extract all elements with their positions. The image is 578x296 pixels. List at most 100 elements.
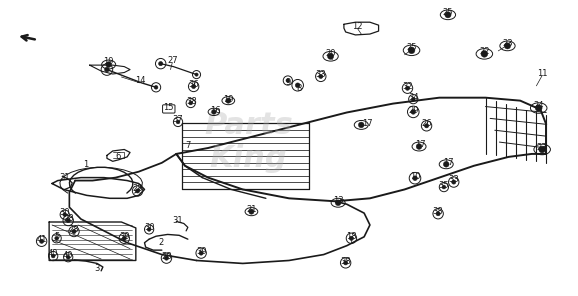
Circle shape xyxy=(535,105,542,111)
Circle shape xyxy=(413,176,417,181)
Text: 3: 3 xyxy=(94,264,100,273)
Text: 11: 11 xyxy=(537,69,547,78)
Circle shape xyxy=(249,209,254,214)
Circle shape xyxy=(295,83,300,88)
Circle shape xyxy=(412,97,415,101)
Text: 39: 39 xyxy=(196,247,206,255)
Circle shape xyxy=(66,218,71,223)
Text: 5: 5 xyxy=(54,232,60,241)
Circle shape xyxy=(405,86,410,90)
Circle shape xyxy=(335,200,341,206)
Text: 25: 25 xyxy=(406,44,417,52)
Text: 16: 16 xyxy=(210,106,220,115)
Circle shape xyxy=(408,47,415,54)
Text: 23: 23 xyxy=(537,143,547,152)
Circle shape xyxy=(442,185,446,189)
Text: 24: 24 xyxy=(533,102,544,110)
Text: 31: 31 xyxy=(60,173,70,181)
Circle shape xyxy=(66,255,70,259)
Text: 17: 17 xyxy=(443,158,453,167)
Circle shape xyxy=(411,110,416,114)
Text: 15: 15 xyxy=(164,103,174,112)
Text: 37: 37 xyxy=(173,115,183,124)
Circle shape xyxy=(436,212,440,216)
Text: 18: 18 xyxy=(346,232,357,241)
Circle shape xyxy=(72,229,76,234)
Text: 6: 6 xyxy=(116,152,121,161)
Text: 26: 26 xyxy=(421,119,432,128)
Circle shape xyxy=(199,251,203,255)
Text: 12: 12 xyxy=(352,22,362,30)
Text: 30: 30 xyxy=(60,208,70,217)
Circle shape xyxy=(343,261,348,265)
Circle shape xyxy=(358,122,364,128)
Circle shape xyxy=(451,180,456,184)
Text: 22: 22 xyxy=(479,47,490,56)
Text: 38: 38 xyxy=(187,97,197,106)
Text: 38: 38 xyxy=(340,257,351,266)
Circle shape xyxy=(55,237,58,240)
Circle shape xyxy=(147,228,151,231)
Text: 21: 21 xyxy=(246,205,257,214)
Text: 29: 29 xyxy=(408,106,418,115)
Text: 40: 40 xyxy=(48,250,58,258)
Text: 32: 32 xyxy=(402,82,413,91)
Circle shape xyxy=(106,62,112,67)
Text: 17: 17 xyxy=(416,140,426,149)
Circle shape xyxy=(122,236,127,240)
Circle shape xyxy=(443,161,449,167)
Circle shape xyxy=(154,86,158,89)
Text: 2: 2 xyxy=(158,238,164,247)
Text: 31: 31 xyxy=(173,216,183,225)
Circle shape xyxy=(349,236,354,240)
Text: 36: 36 xyxy=(188,80,199,89)
Text: 33: 33 xyxy=(449,176,459,184)
Text: 35: 35 xyxy=(439,181,449,189)
Text: 13: 13 xyxy=(333,196,343,205)
Circle shape xyxy=(189,101,192,105)
Circle shape xyxy=(445,12,451,18)
Text: Parts
King: Parts King xyxy=(204,111,293,173)
Circle shape xyxy=(135,189,140,193)
Text: 23: 23 xyxy=(502,39,513,48)
Text: 28: 28 xyxy=(161,252,172,260)
Circle shape xyxy=(164,256,169,260)
Text: 20: 20 xyxy=(325,49,336,58)
Circle shape xyxy=(481,51,488,57)
Text: 41: 41 xyxy=(36,235,47,244)
Text: 27: 27 xyxy=(167,56,177,65)
Circle shape xyxy=(158,62,163,66)
Circle shape xyxy=(424,124,429,128)
Circle shape xyxy=(318,74,323,78)
Circle shape xyxy=(212,110,216,114)
Text: 28: 28 xyxy=(132,184,143,193)
Circle shape xyxy=(105,67,109,72)
Text: 33: 33 xyxy=(316,70,326,79)
Circle shape xyxy=(505,43,510,49)
Circle shape xyxy=(416,144,422,149)
Circle shape xyxy=(286,79,290,82)
Text: 25: 25 xyxy=(443,8,453,17)
Text: 8: 8 xyxy=(297,84,302,93)
Text: 1: 1 xyxy=(83,160,88,169)
Circle shape xyxy=(63,213,66,216)
Text: 10: 10 xyxy=(410,172,420,181)
Text: 28: 28 xyxy=(63,214,73,223)
Text: 39: 39 xyxy=(119,232,129,241)
Circle shape xyxy=(39,239,44,243)
Circle shape xyxy=(539,146,546,153)
Text: 17: 17 xyxy=(362,119,372,128)
Circle shape xyxy=(191,84,196,89)
Text: 28: 28 xyxy=(69,225,79,234)
Circle shape xyxy=(176,120,180,124)
Text: 19: 19 xyxy=(103,57,114,66)
Circle shape xyxy=(51,254,55,258)
Text: 9: 9 xyxy=(285,78,291,87)
Text: 30: 30 xyxy=(144,223,154,232)
Text: 34: 34 xyxy=(408,93,418,102)
Text: 19: 19 xyxy=(223,95,234,104)
Text: 38: 38 xyxy=(433,207,443,216)
Text: 40: 40 xyxy=(63,251,73,260)
Text: 7: 7 xyxy=(185,141,191,149)
Text: 14: 14 xyxy=(135,76,145,85)
